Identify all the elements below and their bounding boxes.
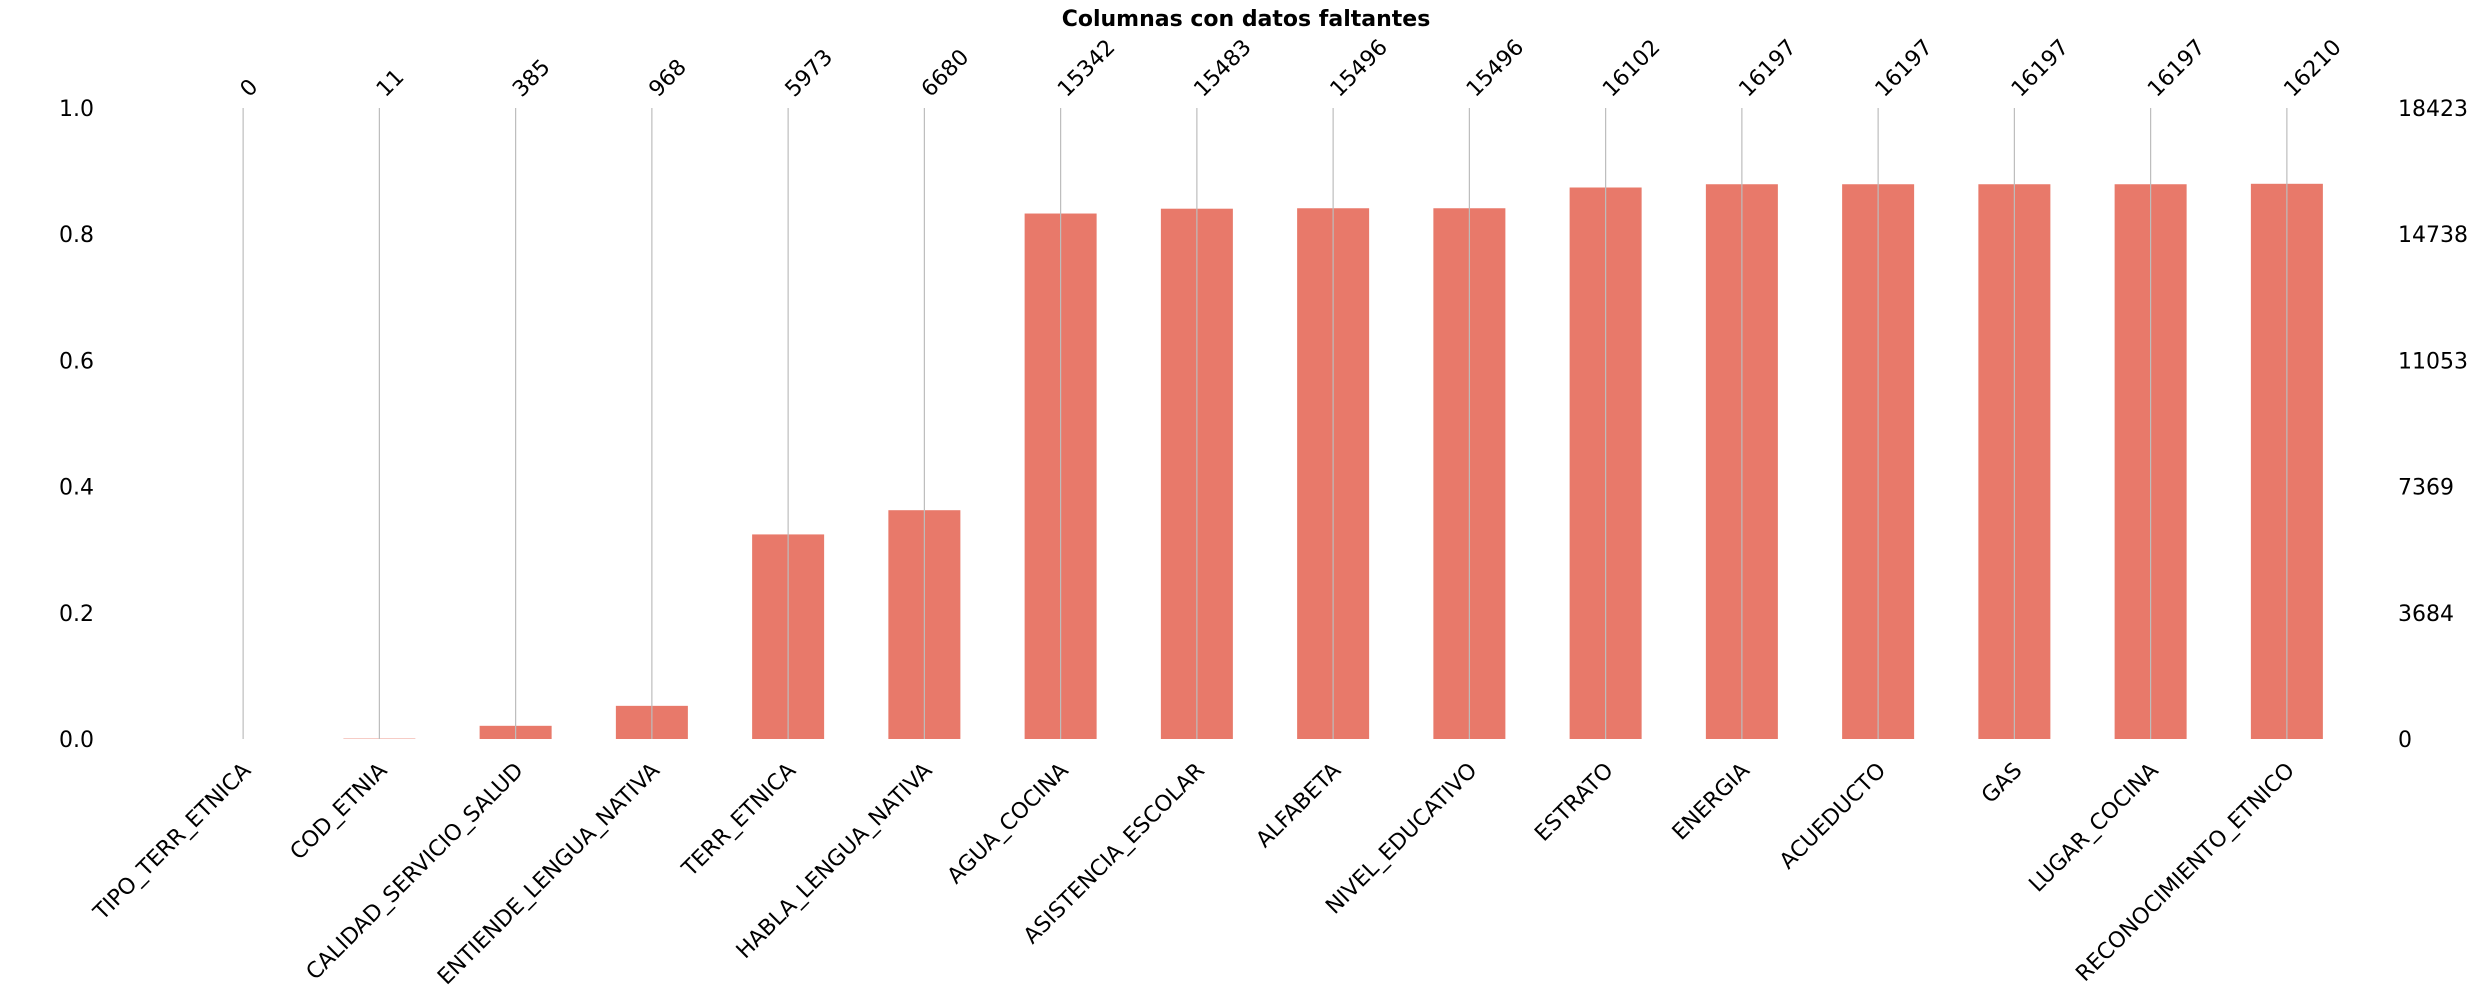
top-count-label: 0 (236, 75, 264, 103)
right-axis: 0 3684 7369 11053 14738 18423 (2398, 97, 2468, 753)
category-label: LUGAR_COCINA (2025, 758, 2164, 897)
category-label: ACUEDUCTO (1775, 758, 1891, 874)
top-count-label: 385 (508, 55, 555, 102)
left-tick-label: 0.0 (59, 728, 94, 753)
category-label: TIPO_TERR_ETNICA (88, 758, 256, 926)
top-count-label: 16197 (2143, 35, 2210, 102)
right-tick-label: 14738 (2398, 223, 2468, 248)
category-label: AGUA_COCINA (943, 758, 1074, 889)
top-count-label: 16197 (2007, 35, 2074, 102)
top-count-label: 5973 (781, 45, 838, 102)
right-tick-label: 11053 (2398, 349, 2468, 374)
left-tick-label: 1.0 (59, 97, 94, 122)
top-count-label: 16210 (2279, 35, 2346, 102)
left-tick-label: 0.4 (59, 476, 94, 501)
right-tick-label: 7369 (2398, 476, 2454, 501)
category-label: ENERGIA (1668, 758, 1755, 845)
category-labels: TIPO_TERR_ETNICA COD_ETNIACALIDAD_SERVICI… (88, 758, 2299, 990)
column-lines-layer (242, 108, 2288, 739)
left-tick-label: 0.8 (59, 223, 94, 248)
top-count-label: 6680 (917, 45, 974, 102)
top-count-label: 16197 (1871, 35, 1938, 102)
top-count-label: 15496 (1326, 35, 1393, 102)
left-tick-label: 0.6 (59, 349, 94, 374)
category-label: ESTRATO (1530, 758, 1618, 846)
top-count-labels: 0 11 385 968 5973 6680 15342 15483 15496 15496 161… (236, 35, 2347, 102)
top-count-label: 968 (644, 55, 691, 102)
category-label: CALIDAD_SERVICIO_SALUD (302, 758, 529, 985)
left-axis: 0.0 0.2 0.4 0.6 0.8 1.0 (59, 97, 94, 753)
top-count-label: 15483 (1189, 35, 1256, 102)
category-label: ENTIENDE_LENGUA_NATIVA (433, 758, 665, 990)
category-label: RECONOCIMIENTO_ETNICO (2071, 758, 2299, 986)
right-tick-label: 0 (2398, 728, 2412, 753)
chart-title: Columnas con datos faltantes (1062, 7, 1431, 32)
right-tick-label: 18423 (2398, 97, 2468, 122)
top-count-label: 15342 (1053, 35, 1120, 102)
left-tick-label: 0.2 (59, 602, 94, 627)
category-label: GAS (1977, 758, 2027, 808)
category-label: TERR_ETNICA (677, 758, 801, 882)
category-label: COD_ETNIA (286, 758, 393, 865)
category-label: NIVEL_EDUCATIVO (1321, 758, 1482, 919)
top-count-label: 16102 (1598, 35, 1665, 102)
right-tick-label: 3684 (2398, 602, 2454, 627)
top-count-label: 11 (372, 65, 409, 102)
top-count-label: 15496 (1462, 35, 1529, 102)
category-label: ALFABETA (1252, 758, 1347, 853)
top-count-label: 16197 (1734, 35, 1801, 102)
